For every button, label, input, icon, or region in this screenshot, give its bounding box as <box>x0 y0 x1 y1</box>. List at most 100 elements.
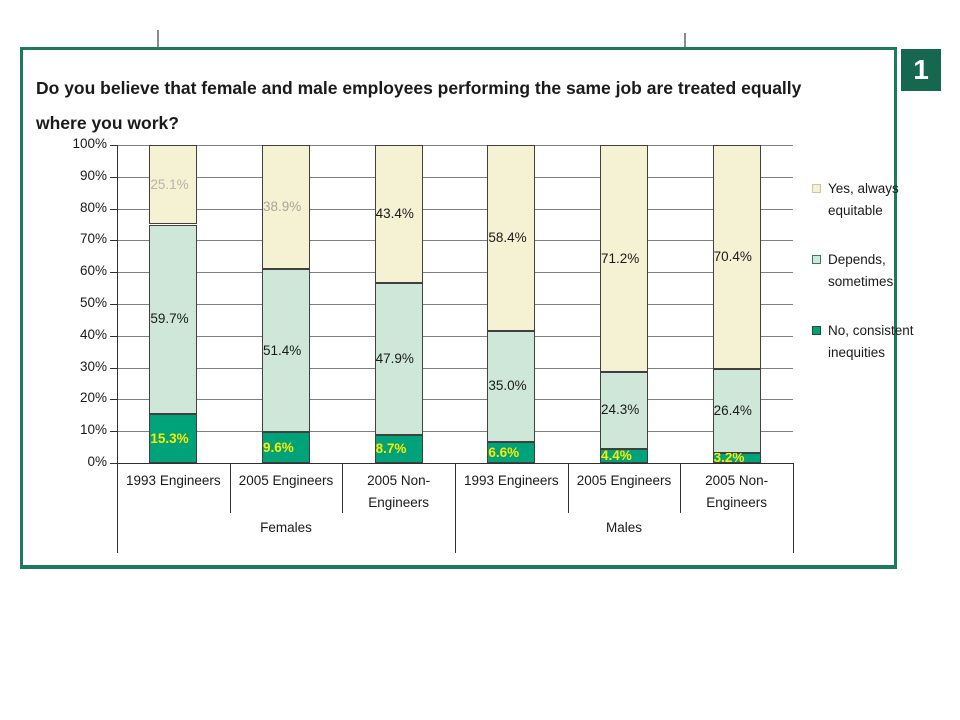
x-axis-group-label: Males <box>605 520 642 535</box>
stacked-bar-chart: 0% 10% 20% 30% 40% 50% 60% 70% 80% 90% 100% 15.3% 59… <box>23 50 914 565</box>
y-axis-tick <box>110 304 117 305</box>
y-axis-tick <box>110 240 117 242</box>
y-axis-tick <box>110 399 117 401</box>
bar-value-label: 9.6% <box>263 439 294 455</box>
gridline <box>117 399 793 401</box>
legend-swatch-icon <box>812 255 821 264</box>
group-divider <box>117 463 118 553</box>
bar-segment <box>262 432 310 463</box>
bar-segment <box>149 414 198 463</box>
bar-segment <box>149 224 198 415</box>
bar-value-label: 51.4% <box>263 342 302 358</box>
x-axis-category-label: 1993 Engineers <box>126 473 221 488</box>
legend-swatch-icon <box>812 326 821 335</box>
bar-segment <box>600 449 648 463</box>
gridline <box>117 145 793 146</box>
y-axis-tick <box>110 367 117 369</box>
gridline <box>117 208 793 210</box>
bar-value-label: 59.7% <box>150 311 189 327</box>
y-axis-label: 0% <box>87 454 107 469</box>
bar-segment <box>712 452 761 463</box>
legend-item: No, consistent inequities <box>812 320 918 364</box>
bar-segment <box>262 145 310 269</box>
legend-swatch-icon <box>812 184 821 193</box>
bar-segment <box>712 368 761 453</box>
group-divider <box>455 463 456 553</box>
legend-item: Depends, sometimes <box>812 249 918 293</box>
gridline <box>117 304 793 305</box>
gridline <box>117 176 793 178</box>
bar-value-label: 25.1% <box>150 176 189 192</box>
y-axis-label: 60% <box>79 263 107 279</box>
gridline <box>117 431 793 433</box>
x-axis-category-label: 2005 Engineers <box>238 473 334 488</box>
legend-item: Yes, always equitable <box>812 178 918 222</box>
bar-segment <box>487 442 536 463</box>
y-axis-label: 90% <box>79 167 107 183</box>
y-axis-label: 100% <box>72 136 107 151</box>
category-divider <box>567 463 569 513</box>
legend-label: No, consistent inequities <box>828 323 914 360</box>
bar-value-label: 58.4% <box>488 229 527 245</box>
y-axis-tick <box>110 176 117 178</box>
bar-segment <box>712 145 761 369</box>
y-axis-label: 10% <box>79 422 107 438</box>
group-divider <box>793 463 794 553</box>
x-axis-category-label: 1993 Engineers <box>464 473 559 488</box>
y-axis-label: 80% <box>79 199 107 215</box>
bar-value-label: 43.4% <box>375 206 414 221</box>
y-axis-label: 40% <box>79 326 107 342</box>
gridline <box>117 367 793 369</box>
x-axis-category-label: 2005 Non-Engineers <box>705 473 769 510</box>
gridline <box>117 272 793 274</box>
legend-label: Depends, sometimes <box>828 252 894 289</box>
category-divider <box>229 463 231 513</box>
bar-value-label: 38.9% <box>263 199 302 215</box>
bar-value-label: 26.4% <box>713 402 752 418</box>
y-axis-tick <box>110 431 117 433</box>
y-axis-tick <box>110 145 117 146</box>
bar-segment <box>600 145 648 372</box>
category-divider <box>680 463 682 513</box>
bar-value-label: 71.2% <box>601 250 640 266</box>
bar-segment <box>600 371 648 449</box>
y-axis-tick <box>110 463 117 464</box>
page-number-badge: 1 <box>901 49 941 91</box>
bar-segment <box>487 330 536 442</box>
bar-segment <box>149 144 198 225</box>
y-axis-label: 20% <box>79 390 107 406</box>
y-axis-tick <box>110 208 117 210</box>
y-axis-tick <box>110 335 117 337</box>
bar-segment <box>262 269 310 433</box>
bar-segment <box>374 283 423 436</box>
x-axis-category-label: 2005 Non-Engineers <box>367 473 431 510</box>
bar-value-label: 4.4% <box>601 448 632 463</box>
bar-segment <box>487 145 536 331</box>
x-axis-category-label: 2005 Engineers <box>576 473 672 488</box>
gridline <box>117 240 793 242</box>
bar-segment <box>374 145 423 283</box>
bar-value-label: 6.6% <box>488 444 520 460</box>
y-axis-label: 50% <box>79 295 107 310</box>
bar-value-label: 8.7% <box>375 441 407 457</box>
x-axis-group-label: Females <box>260 520 312 535</box>
bar-value-label: 24.3% <box>601 402 640 418</box>
category-divider <box>342 463 344 513</box>
bar-value-label: 15.3% <box>150 430 189 446</box>
slide-title: Do you believe that female and male empl… <box>36 78 802 133</box>
y-axis-tick <box>110 272 117 274</box>
bar-value-label: 70.4% <box>713 248 752 264</box>
legend-label: Yes, always equitable <box>828 181 899 218</box>
chart-legend: Yes, always equitable Depends, sometimes N… <box>812 178 918 364</box>
crop-mark <box>157 30 159 52</box>
bar-value-label: 35.0% <box>488 378 527 394</box>
gridline <box>117 335 793 337</box>
y-axis-label: 70% <box>79 231 107 247</box>
bar-value-label: 3.2% <box>713 449 745 465</box>
crop-mark <box>684 33 686 51</box>
bar-value-label: 47.9% <box>375 351 414 367</box>
y-axis-line <box>117 145 118 463</box>
y-axis-label: 30% <box>79 358 107 374</box>
bar-segment <box>374 435 423 463</box>
